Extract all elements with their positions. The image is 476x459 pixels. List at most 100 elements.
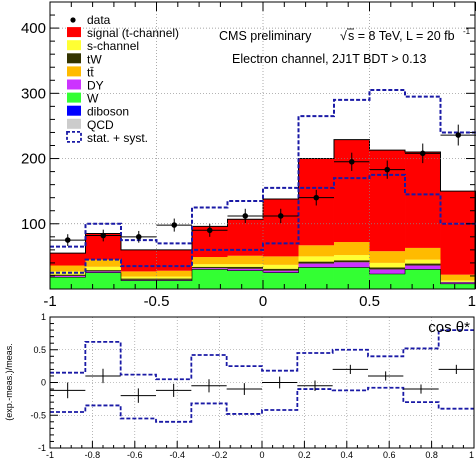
bar-ttbar-6 <box>263 256 299 265</box>
y-tick-label: 400 <box>21 20 46 37</box>
bar-signal-2 <box>120 249 157 272</box>
y-tick-label: 100 <box>21 216 46 233</box>
data-point-11 <box>455 132 462 138</box>
bar-s-channel-0 <box>50 271 86 275</box>
legend-swatch-s-channel <box>67 40 81 51</box>
ratio-x-tick-label: 0.4 <box>341 450 354 459</box>
bar-tW-9 <box>369 267 406 270</box>
bar-DY-10 <box>405 265 441 270</box>
bar-W-4 <box>192 269 228 289</box>
bar-W-8 <box>333 267 370 289</box>
bar-W-0 <box>50 277 86 289</box>
bar-s-channel-1 <box>85 266 121 271</box>
energy-lumi-text: s = 8 TeV, L = 20 fb <box>348 29 455 43</box>
legend-label-diboson: diboson <box>87 105 129 119</box>
bar-tW-7 <box>298 261 334 264</box>
bar-tW-5 <box>227 266 263 269</box>
bar-s-channel-2 <box>120 276 157 279</box>
x-tick-label: -0.5 <box>144 293 170 310</box>
ratio-y-tick-label: 1 <box>41 312 46 322</box>
data-point-10 <box>419 150 426 157</box>
bar-W-10 <box>405 269 441 289</box>
ratio-plot-panel: -1 -0.5 0 0.5 1 -1 -0.8 -0.6 -0.4 -0.2 0 0.2 0.4 0.6 0… <box>30 312 475 459</box>
bar-W-6 <box>263 272 299 289</box>
bar-W-7 <box>298 267 334 289</box>
bar-signal-6 <box>263 198 299 257</box>
ratio-x-tick-label: 0.8 <box>425 450 438 459</box>
bar-W-3 <box>156 280 193 289</box>
ratio-x-tick-label: -0.4 <box>169 450 185 459</box>
legend-label-ttbar: tt̄ <box>87 65 94 79</box>
bar-s-channel-6 <box>263 264 299 269</box>
bar-ttbar-0 <box>50 265 86 272</box>
x-tick-label: 0.5 <box>359 293 380 310</box>
legend-label-DY: DY <box>87 79 104 93</box>
energy-lumi-label: √ s = 8 TeV, L = 20 fb -1 <box>340 27 471 43</box>
ratio-band_upper <box>50 329 474 381</box>
bar-s-channel-4 <box>192 264 228 267</box>
data-point-7 <box>313 194 320 201</box>
bar-ttbar-7 <box>298 245 334 257</box>
channel-label: Electron channel, 2J1T BDT > 0.13 <box>232 52 426 66</box>
data-point-0 <box>64 237 71 243</box>
bar-tW-8 <box>333 260 370 263</box>
main-plot-panel: 100 200 300 400 -1 -0.5 0 0.5 1 <box>21 1 476 310</box>
bar-ttbar-2 <box>120 271 157 277</box>
bar-tW-2 <box>120 278 157 280</box>
ratio-x-tick-label: -0.2 <box>212 450 228 459</box>
bar-DY-8 <box>333 262 370 268</box>
bar-tW-6 <box>263 268 299 271</box>
data-point-4 <box>206 227 213 234</box>
data-point-8 <box>348 159 355 165</box>
bar-ttbar-5 <box>227 255 263 265</box>
bar-s-channel-10 <box>405 259 441 264</box>
bar-DY-3 <box>156 279 193 281</box>
x-tick-label: -1 <box>43 293 56 310</box>
bar-W-9 <box>369 273 406 289</box>
legend-label-W: W <box>87 92 99 106</box>
x-tick-label: 0 <box>259 293 267 310</box>
bar-W-2 <box>120 280 157 289</box>
legend-label-s-channel: s-channel <box>87 39 139 53</box>
data-point-1 <box>100 232 107 239</box>
bar-s-channel-7 <box>298 256 334 262</box>
bar-s-channel-9 <box>369 262 406 268</box>
legend-swatch-W <box>67 92 81 103</box>
cms-label: CMS preliminary <box>219 29 312 43</box>
legend-swatch-QCD <box>67 118 81 129</box>
sqrt-symbol: √ <box>340 29 347 43</box>
legend-swatch-signal <box>67 27 81 38</box>
lumi-superscript: -1 <box>463 27 471 36</box>
bar-DY-1 <box>85 271 121 273</box>
bar-DY-5 <box>227 268 263 271</box>
bar-signal-0 <box>50 253 86 266</box>
legend-data-label: data <box>87 13 111 27</box>
bar-tW-1 <box>85 270 121 272</box>
data-point-3 <box>171 222 178 228</box>
legend-label-band: stat. + syst. <box>87 131 148 145</box>
legend-swatch-ttbar <box>67 66 81 77</box>
data-point-9 <box>384 166 391 173</box>
bar-s-channel-8 <box>333 255 370 261</box>
bar-ttbar-1 <box>85 259 121 267</box>
legend-swatch-DY <box>67 79 81 90</box>
bar-tW-0 <box>50 274 86 276</box>
bar-signal-10 <box>405 152 441 248</box>
bar-ttbar-11 <box>440 274 476 281</box>
ratio-y-axis-title: (exp.-meas.)/meas. <box>4 343 14 421</box>
y-tick-label: 300 <box>21 85 46 102</box>
data-point-5 <box>242 213 249 219</box>
bar-W-5 <box>227 270 263 289</box>
bar-ttbar-4 <box>192 257 228 265</box>
legend-swatch-tW <box>67 53 81 64</box>
x-axis-title: cos θ* <box>428 319 470 336</box>
ratio-y-tick-label: 0 <box>41 378 46 388</box>
bar-s-channel-11 <box>440 280 476 282</box>
x-tick-label: 1 <box>468 293 476 310</box>
bar-DY-9 <box>369 269 406 274</box>
bar-ttbar-9 <box>369 251 406 263</box>
bar-DY-4 <box>192 268 228 270</box>
uncertainty-band-lower <box>50 173 476 274</box>
